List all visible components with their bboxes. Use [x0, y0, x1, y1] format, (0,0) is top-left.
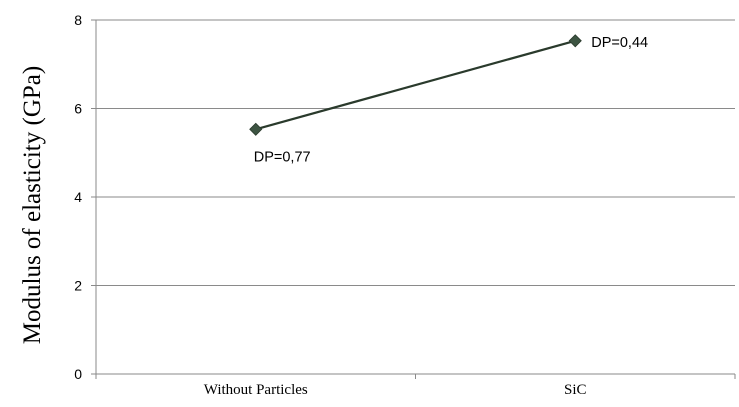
y-tick-label-4: 4 [74, 189, 82, 205]
data-point-1 [568, 34, 582, 48]
data-labels: DP=0,77 DP=0,44 [254, 35, 648, 166]
y-tick-labels: 0 2 4 6 8 [74, 12, 82, 382]
gridlines [96, 19, 735, 286]
y-tick-label-2: 2 [74, 278, 82, 294]
y-tick-label-8: 8 [74, 12, 82, 28]
y-tick-label-6: 6 [74, 101, 82, 117]
x-tick-label-0: Without Particles [204, 382, 308, 398]
y-tick-label-0: 0 [74, 366, 82, 382]
y-axis-title: Modulus of elasticity (GPa) [19, 66, 46, 344]
x-tick-labels: Without Particles SiC [204, 382, 587, 398]
axes [91, 19, 736, 379]
data-point-0 [249, 122, 263, 136]
series-layer [249, 34, 582, 136]
data-label-1: DP=0,44 [591, 35, 648, 51]
series-line [255, 39, 576, 131]
data-label-0: DP=0,77 [254, 149, 311, 165]
x-tick-label-1: SiC [564, 382, 587, 398]
